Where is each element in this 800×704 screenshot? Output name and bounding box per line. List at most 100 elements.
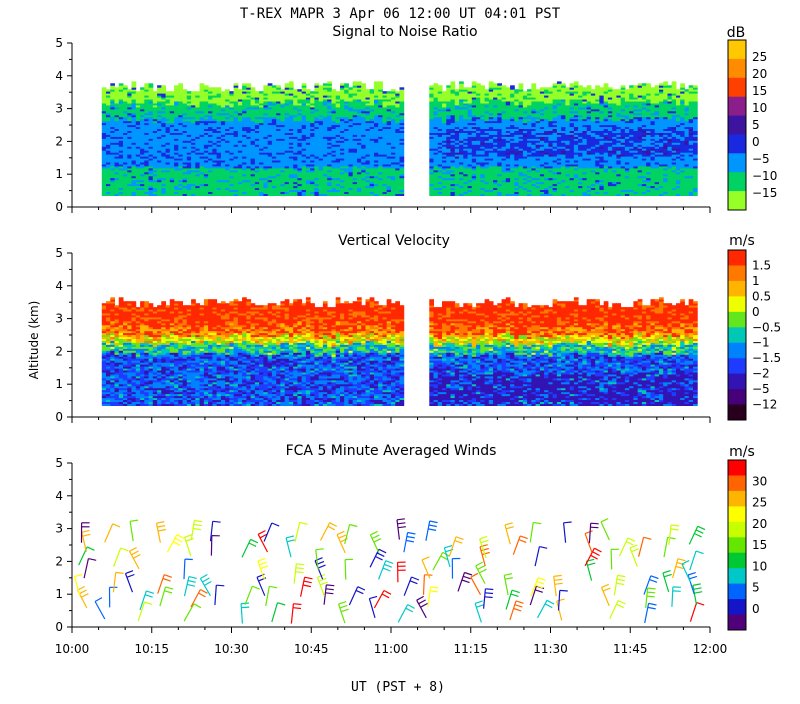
heatmap-cell xyxy=(246,99,252,102)
heatmap-cell xyxy=(186,152,192,155)
heatmap-cell xyxy=(140,171,145,175)
heatmap-cell xyxy=(229,118,235,122)
heatmap-cell xyxy=(127,148,132,151)
heatmap-cell xyxy=(101,144,107,147)
heatmap-cell xyxy=(233,87,239,90)
heatmap-cell xyxy=(174,166,179,169)
heatmap-cell xyxy=(246,166,252,169)
heatmap-cell xyxy=(259,91,264,94)
heatmap-cell xyxy=(165,95,171,98)
heatmap-cell xyxy=(233,85,239,88)
heatmap-cell xyxy=(203,185,209,189)
heatmap-cell xyxy=(174,103,179,106)
heatmap-cell xyxy=(148,148,154,151)
heatmap-cell xyxy=(212,110,218,114)
heatmap-cell xyxy=(237,140,243,143)
heatmap-cell xyxy=(161,140,166,143)
heatmap-cell xyxy=(237,116,243,120)
heatmap-cell xyxy=(101,193,107,196)
heatmap-cell xyxy=(237,181,243,185)
heatmap-cell xyxy=(199,173,205,177)
heatmap-cell xyxy=(106,150,111,153)
heatmap-cell xyxy=(182,160,188,163)
heatmap-cell xyxy=(118,93,124,96)
heatmap-cell xyxy=(169,99,175,102)
heatmap-cell xyxy=(161,134,166,137)
heatmap-cell xyxy=(101,185,107,189)
heatmap-cell xyxy=(216,138,222,141)
heatmap-cell xyxy=(229,108,235,112)
heatmap-cell xyxy=(191,93,196,96)
heatmap-cell xyxy=(174,138,179,141)
heatmap-cell xyxy=(199,108,205,112)
heatmap-cell xyxy=(254,91,260,94)
heatmap-cell xyxy=(229,150,235,153)
heatmap-cell xyxy=(242,154,247,157)
heatmap-cell xyxy=(237,191,243,194)
heatmap-cell xyxy=(165,99,171,102)
heatmap-cell xyxy=(106,114,111,118)
heatmap-cell xyxy=(131,162,137,165)
heatmap-cell xyxy=(169,95,175,98)
heatmap-cell xyxy=(161,173,166,177)
heatmap-cell xyxy=(195,120,200,124)
heatmap-cell xyxy=(169,97,175,100)
heatmap-cell xyxy=(157,173,162,177)
heatmap-cell xyxy=(182,183,188,187)
heatmap-cell xyxy=(437,85,443,88)
heatmap-cell xyxy=(123,110,128,114)
heatmap-cell xyxy=(174,189,179,192)
heatmap-cell xyxy=(191,189,196,192)
heatmap-cell xyxy=(106,134,111,137)
heatmap-cell xyxy=(174,142,179,145)
heatmap-cell xyxy=(135,193,141,196)
heatmap-cell xyxy=(246,103,252,106)
heatmap-cell xyxy=(310,91,315,94)
heatmap-cell xyxy=(110,126,115,129)
heatmap-cell xyxy=(220,177,226,181)
heatmap-cell xyxy=(123,156,128,159)
heatmap-cell xyxy=(157,95,162,98)
heatmap-cell xyxy=(237,189,243,192)
heatmap-cell xyxy=(186,130,192,133)
heatmap-cell xyxy=(182,185,188,189)
heatmap-cell xyxy=(174,128,179,131)
heatmap-cell xyxy=(212,97,218,100)
heatmap-cell xyxy=(114,128,120,131)
heatmap-cell xyxy=(208,146,213,149)
heatmap-cell xyxy=(127,136,132,139)
heatmap-cell xyxy=(191,156,196,159)
heatmap-cell xyxy=(157,152,162,155)
heatmap-cell xyxy=(212,189,218,192)
heatmap-cell xyxy=(199,169,205,173)
heatmap-cell xyxy=(135,124,141,128)
heatmap-cell xyxy=(157,87,162,90)
heatmap-cell xyxy=(101,138,107,141)
heatmap-cell xyxy=(225,101,230,104)
heatmap-cell xyxy=(186,118,192,122)
heatmap-cell xyxy=(135,103,141,106)
heatmap-cell xyxy=(242,103,247,106)
heatmap-cell xyxy=(161,122,166,126)
heatmap-cell xyxy=(157,177,162,181)
heatmap-cell xyxy=(131,191,137,194)
heatmap-cell xyxy=(135,140,141,143)
heatmap-cell xyxy=(246,95,252,98)
heatmap-cell xyxy=(118,120,124,124)
heatmap-cell xyxy=(118,181,124,185)
heatmap-cell xyxy=(195,122,200,126)
heatmap-cell xyxy=(106,132,111,135)
heatmap-cell xyxy=(157,156,162,159)
heatmap-cell xyxy=(233,128,239,131)
heatmap-cell xyxy=(169,173,175,177)
heatmap-cell xyxy=(237,126,243,129)
heatmap-cell xyxy=(157,114,162,118)
heatmap-cell xyxy=(178,97,183,100)
heatmap-cell xyxy=(165,116,171,120)
heatmap-cell xyxy=(229,193,235,196)
heatmap-cell xyxy=(140,116,145,120)
heatmap-cell xyxy=(203,107,209,110)
heatmap-cell xyxy=(178,168,183,171)
heatmap-cell xyxy=(144,132,149,135)
heatmap-cell xyxy=(178,118,183,122)
